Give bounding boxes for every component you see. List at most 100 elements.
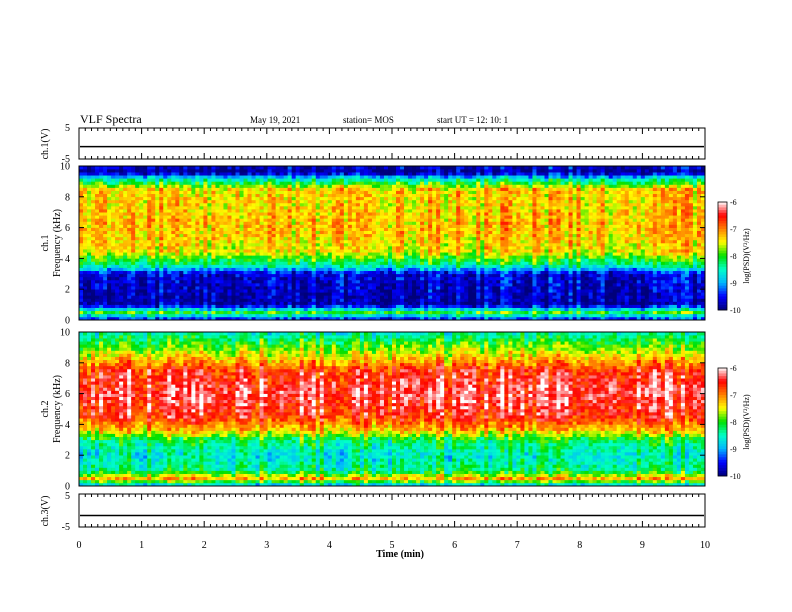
spectrogram-cell [275,190,280,195]
spectrogram-cell [123,230,128,235]
spectrogram-cell [359,307,365,312]
spectrogram-cell [235,169,240,173]
spectrogram-cell [355,264,361,268]
spectrogram-cell [79,224,84,228]
spectrogram-cell [251,295,256,299]
spectrogram-cell [87,169,92,173]
spectrogram-cell [199,239,204,244]
spectrogram-cell [259,301,264,305]
spectrogram-cell [436,310,441,315]
spectrogram-cell [299,313,305,318]
spectrogram-cell [227,307,232,312]
spectrogram-cell [79,255,84,259]
spectrogram-cell [119,273,124,278]
spectrogram-cell [243,301,248,305]
spectrogram-cell [408,304,413,308]
spectrogram-cell [255,227,260,231]
spectrogram-cell [195,258,200,262]
spectrogram-cell [131,301,136,305]
spectrogram-cell [131,283,136,287]
spectrogram-cell [331,276,337,281]
spectrogram-cell [231,196,236,201]
spectrogram-cell [367,206,373,210]
spectrogram-cell [139,233,144,238]
spectrogram-cell [287,239,292,244]
spectrogram-cell [387,261,393,265]
spectrogram-cell [387,307,393,312]
spectrogram-cell [371,283,377,287]
spectrogram-cell [299,199,305,204]
spectrogram-cell [315,178,321,182]
spectrogram-cell [135,270,140,275]
spectrogram-cell [139,307,144,312]
spectrogram-cell [203,212,208,216]
spectrogram-cell [392,230,397,235]
spectrogram-cell [371,175,377,179]
spectrogram-cell [203,221,208,225]
spectrogram-cell [436,227,441,231]
spectrogram-cell [267,169,272,173]
spectrogram-cell [247,283,252,287]
spectrogram-cell [327,246,333,250]
spectrogram-cell [339,252,345,256]
spectrogram-cell [460,261,465,265]
spectrogram-cell [267,184,272,188]
spectrogram-cell [135,276,140,281]
spectrogram-cell [452,276,457,281]
spectrogram-cell [219,202,224,207]
spectrogram-cell [259,298,264,302]
spectrogram-cell [251,289,256,293]
spectrogram-cell [367,209,373,213]
spectrogram-cell [83,233,88,238]
spectrogram-cell [119,178,124,182]
spectrogram-cell [263,292,268,296]
spectrogram-cell [311,246,317,250]
spectrogram-cell [223,230,228,235]
spectrogram-cell [432,230,437,235]
spectrogram-cell [91,221,96,225]
spectrogram-cell [227,215,232,219]
spectrogram-cell [412,258,417,262]
spectrogram-cell [231,279,236,284]
spectrogram-cell [195,224,200,228]
spectrogram-cell [135,310,140,315]
spectrogram-cell [259,276,264,281]
spectrogram-cell [87,181,92,185]
spectrogram-cell [404,301,409,305]
spectrogram-cell [315,243,321,247]
spectrogram-cell [107,227,112,231]
spectrogram-cell [87,270,92,275]
spectrogram-cell [187,289,192,293]
spectrogram-cell [251,316,256,321]
spectrogram-cell [428,298,433,302]
spectrogram-cell [444,178,449,182]
spectrogram-cell [363,209,369,213]
spectrogram-cell [119,175,124,179]
spectrogram-cell [448,215,453,219]
spectrogram-cell [335,202,341,207]
spectrogram-cell [111,295,116,299]
spectrogram-cell [143,169,148,173]
spectrogram-cell [147,193,152,198]
spectrogram-cell [275,178,280,182]
spectrogram-cell [115,181,120,185]
spectrogram-cell [339,212,345,216]
spectrogram-cell [291,249,296,253]
spectrogram-cell [351,276,357,281]
spectrogram-cell [155,307,160,312]
spectrogram-cell [199,227,204,231]
spectrogram-cell [420,276,425,281]
spectrogram-cell [291,304,296,308]
spectrogram-cell [412,196,417,201]
spectrogram-cell [367,190,373,195]
spectrogram-cell [424,249,429,253]
spectrogram-cell [343,239,349,244]
spectrogram-cell [331,295,337,299]
spectrogram-cell [440,196,445,201]
spectrogram-cell [299,310,305,315]
spectrogram-cell [151,313,156,318]
spectrogram-cell [151,307,156,312]
spectrogram-cell [119,255,124,259]
spectrogram-cell [416,206,421,210]
spectrogram-cell [191,249,196,253]
